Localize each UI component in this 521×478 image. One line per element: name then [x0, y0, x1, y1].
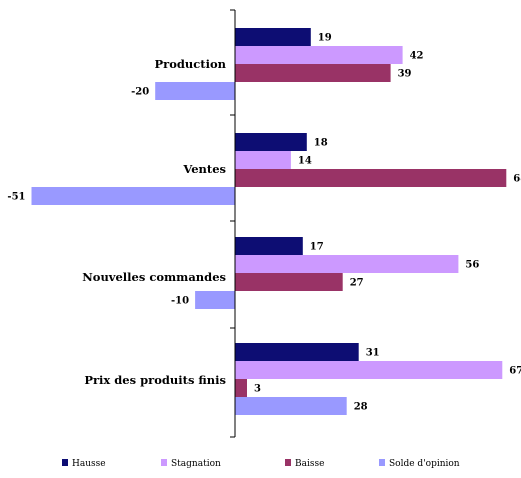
data-label: -10 [171, 296, 189, 307]
category-labels: Production Ventes Nouvelles commandes Prix … [82, 57, 226, 387]
data-label: 39 [398, 69, 412, 80]
bar [235, 64, 391, 82]
category-label: Production [155, 57, 227, 71]
bar [235, 46, 403, 64]
data-label: 68 [513, 174, 521, 185]
legend-label: Stagnation [171, 459, 221, 469]
bar [235, 255, 459, 273]
bar [235, 361, 503, 379]
data-label: 56 [465, 260, 479, 271]
legend-swatch [379, 459, 385, 466]
data-label: -20 [131, 87, 149, 98]
data-label: -51 [7, 192, 25, 203]
data-label: 19 [318, 33, 332, 44]
category-label: Nouvelles commandes [82, 270, 226, 284]
bar [195, 291, 235, 309]
bar [235, 273, 343, 291]
legend-swatch [285, 459, 291, 466]
bar [235, 397, 347, 415]
axis-layer [230, 9, 236, 438]
legend-label: Hausse [72, 459, 106, 469]
bar [155, 82, 235, 100]
legend-swatch [62, 459, 68, 466]
category-label: Prix des produits finis [84, 373, 226, 387]
data-label: 28 [354, 402, 368, 413]
legend-swatch [161, 459, 167, 466]
data-label: 17 [310, 242, 324, 253]
bar [31, 187, 235, 205]
bar [235, 133, 307, 151]
legend: Hausse Stagnation Baisse Solde d'opinion [62, 459, 460, 469]
data-label: 14 [298, 156, 312, 167]
legend-label: Baisse [295, 459, 324, 469]
data-label: 67 [509, 366, 521, 377]
legend-label: Solde d'opinion [389, 459, 460, 469]
data-label: 31 [366, 348, 380, 359]
bar [235, 169, 507, 187]
data-label: 42 [410, 51, 424, 62]
data-label: 27 [350, 278, 364, 289]
bar [235, 343, 359, 361]
bar [235, 237, 303, 255]
bar [235, 28, 311, 46]
data-label: 18 [314, 138, 328, 149]
category-label: Ventes [182, 162, 226, 176]
data-label: 3 [254, 384, 261, 395]
bar [235, 379, 247, 397]
bars-layer [31, 28, 507, 415]
bar [235, 151, 291, 169]
